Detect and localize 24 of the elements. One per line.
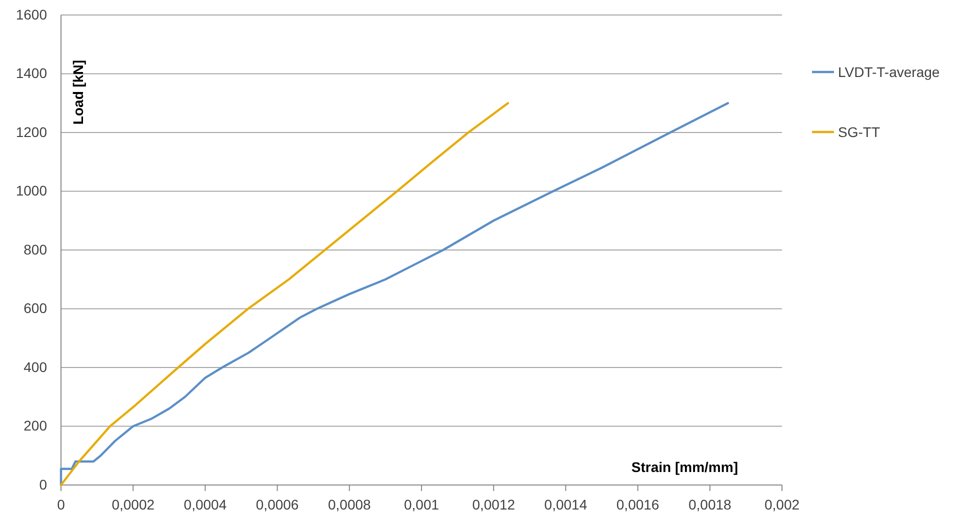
x-tick-label: 0,0002 (112, 496, 155, 512)
x-tick-label: 0,0004 (184, 496, 227, 512)
x-tick-label: 0,002 (764, 496, 800, 512)
x-tick-label: 0,0008 (328, 496, 372, 512)
y-tick-label: 0 (39, 476, 48, 492)
x-tick-label: 0 (57, 496, 66, 512)
x-tick-label: 0,0016 (616, 496, 660, 512)
legend-label: LVDT-T-average (838, 64, 940, 80)
y-tick-label: 200 (24, 418, 48, 434)
y-axis-title: Load [kN] (70, 60, 86, 125)
x-tick-label: 0,0006 (256, 496, 299, 512)
y-tick-label: 400 (24, 358, 48, 375)
x-tick-label: 0,0018 (688, 496, 732, 512)
y-tick-label: 1400 (16, 65, 48, 82)
y-tick-label: 600 (24, 300, 48, 316)
y-tick-label: 1200 (16, 124, 48, 140)
y-tick-label: 1000 (16, 182, 48, 199)
y-tick-label: 800 (24, 241, 48, 258)
x-tick-label: 0,0012 (472, 496, 516, 512)
x-tick-label: 0,001 (404, 496, 440, 512)
y-tick-label: 1600 (16, 6, 48, 22)
x-axis-title: Strain [mm/mm] (631, 459, 738, 475)
legend-label: SG-TT (838, 124, 880, 140)
x-tick-label: 0,0014 (544, 496, 588, 512)
